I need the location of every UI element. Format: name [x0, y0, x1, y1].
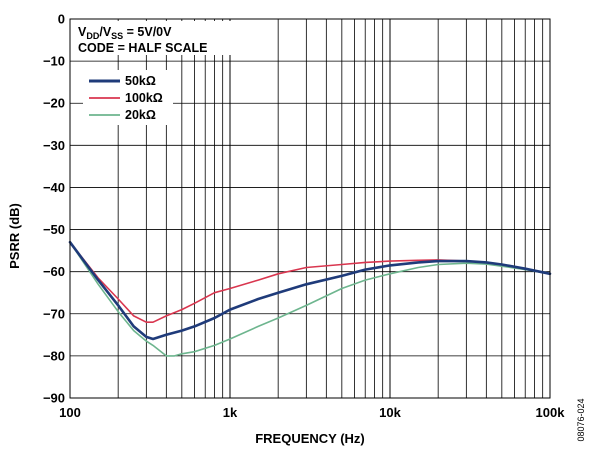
- y-tick-label: −20: [43, 96, 65, 111]
- y-tick-label: 0: [58, 12, 65, 27]
- x-axis-title: FREQUENCY (Hz): [255, 431, 365, 446]
- y-axis-title: PSRR (dB): [7, 203, 22, 269]
- grid: [69, 18, 550, 399]
- legend-label: 100kΩ: [125, 91, 163, 105]
- supply-annotation: VDD/VSS = 5V/0V: [78, 25, 172, 41]
- series-line-1: [68, 240, 552, 341]
- series-line-3: [69, 241, 551, 357]
- y-tick-label: −40: [43, 180, 65, 195]
- x-tick-label: 1k: [223, 405, 238, 420]
- code-annotation: CODE = HALF SCALE: [78, 41, 208, 55]
- legend-label: 20kΩ: [125, 108, 156, 122]
- y-tick-labels: 0 −10 −20 −30 −40 −50 −60 −70 −80 −90: [43, 12, 65, 406]
- y-tick-label: −10: [43, 54, 65, 69]
- x-tick-label: 100: [59, 405, 81, 420]
- y-tick-label: −50: [43, 222, 65, 237]
- y-tick-label: −80: [43, 348, 65, 363]
- y-tick-label: −30: [43, 138, 65, 153]
- x-tick-label: 100k: [536, 405, 566, 420]
- annotation-box: VDD/VSS = 5V/0V CODE = HALF SCALE: [75, 21, 245, 55]
- plot-frame: [69, 18, 551, 399]
- y-tick-label: −60: [43, 264, 65, 279]
- figure-id: 08076-024: [576, 398, 586, 441]
- y-tick-label: −90: [43, 391, 65, 406]
- x-tick-labels: 100 1k 10k 100k: [59, 405, 565, 420]
- y-tick-label: −70: [43, 306, 65, 321]
- series-lines: [68, 240, 552, 357]
- x-tick-label: 10k: [379, 405, 401, 420]
- legend-label: 50kΩ: [125, 74, 156, 88]
- legend: 50kΩ 100kΩ 20kΩ: [83, 70, 173, 125]
